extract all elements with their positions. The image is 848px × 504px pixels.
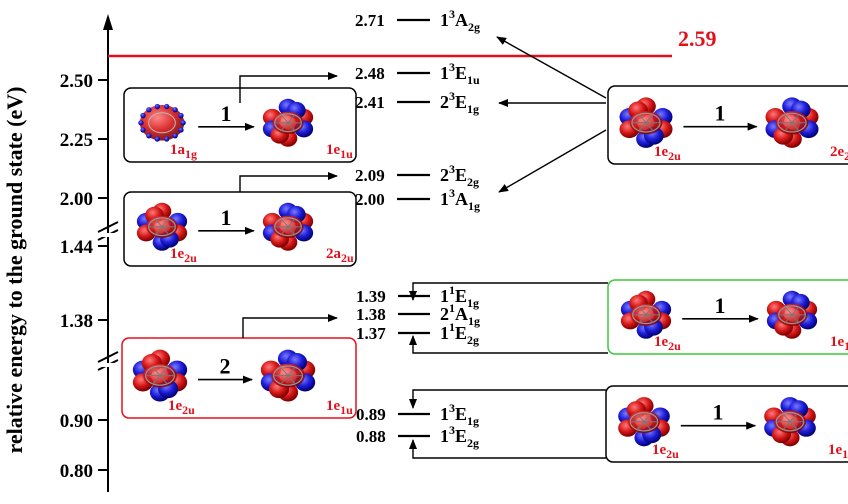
arrow-box5-to-0-88	[409, 439, 606, 459]
energy-level-term: 13E2g	[440, 423, 479, 450]
energy-level-value: 2.48	[355, 64, 385, 83]
y-tick-label: 1.44	[60, 237, 94, 258]
energy-level: 2.41 23E1g	[355, 89, 479, 116]
energy-level-value: 0.88	[356, 427, 386, 446]
arrow-box5-to-0-89	[409, 389, 606, 409]
transition-count: 1	[221, 205, 232, 230]
energy-level-term: 23E1g	[440, 89, 479, 116]
orbital-from-label: 1e2u	[168, 398, 195, 417]
energy-level-value: 2.09	[355, 166, 385, 185]
transition-box: 1 1e2u 2e2u	[607, 85, 848, 165]
y-axis-label: relative energy to the ground state (eV)	[2, 87, 27, 454]
y-tick-label: 0.80	[60, 461, 93, 482]
orbital-to-label: 1e1u	[828, 442, 848, 461]
energy-level-value: 0.89	[356, 405, 386, 424]
transition-count: 2	[220, 354, 231, 379]
orbital-image	[132, 349, 188, 402]
orbital-image	[138, 103, 186, 142]
energy-level-term: 11E1g	[440, 283, 479, 310]
y-tick-label: 2.50	[60, 71, 93, 92]
transition-count: 1	[715, 101, 726, 126]
transition-box: 1 1e2u 1e1u	[607, 279, 848, 355]
arrow-box3-to-2-00	[498, 129, 607, 193]
energy-level: 2.00 13A1g	[355, 186, 480, 213]
orbital-image	[764, 397, 816, 447]
energy-level-term: 13E1u	[440, 60, 480, 87]
transition-box: 1 1e2u 2a2u	[123, 191, 357, 267]
orbital-image	[136, 202, 188, 251]
energy-level: 0.89 13E1g	[356, 401, 479, 428]
y-axis-ticks: 2.50 2.25 2.00 1.44 1.38 0.90 0.80	[60, 71, 108, 482]
energy-level: 1.38 21A1g	[356, 301, 480, 328]
energy-level-term: 11E2g	[440, 320, 479, 347]
orbital-from-label: 1e2u	[652, 442, 679, 461]
y-axis	[97, 14, 119, 492]
arrow-box0-to-2-48	[239, 72, 338, 103]
arrow-box2-to-1-38	[242, 314, 338, 338]
transition-count: 1	[715, 293, 726, 318]
reference-line-label: 2.59	[678, 26, 717, 51]
energy-level: 1.37 11E2g	[356, 320, 479, 347]
transition-count: 1	[221, 101, 232, 126]
y-tick-label: 2.00	[60, 189, 93, 210]
orbital-to-label: 1e1u	[326, 142, 353, 161]
energy-level-term: 21A1g	[440, 301, 480, 328]
energy-level-value: 2.00	[355, 190, 385, 209]
orbital-image	[260, 349, 316, 402]
orbital-to-label: 2a2u	[326, 246, 354, 265]
energy-level-value: 1.37	[356, 324, 386, 343]
orbital-to-label: 1e1u	[326, 398, 353, 417]
arrow-box1-to-2-09	[239, 172, 338, 192]
energy-level: 2.48 13E1u	[355, 60, 480, 87]
energy-level: 0.88 13E2g	[356, 423, 479, 450]
orbital-image	[618, 397, 670, 447]
y-tick-label: 2.25	[60, 130, 93, 151]
energy-level-value: 2.71	[355, 11, 385, 30]
orbital-from-label: 1a1g	[170, 142, 197, 161]
orbital-image	[620, 290, 672, 339]
orbital-image	[619, 97, 673, 148]
y-tick-label: 0.90	[60, 411, 93, 432]
arrow-box3-to-2-71	[496, 36, 607, 99]
connector-arrows	[239, 36, 608, 459]
reference-line: 2.59	[108, 26, 717, 58]
orbital-to-label: 2e2u	[830, 144, 848, 163]
orbital-to-label: 1e1u	[830, 334, 848, 353]
energy-level-value: 2.41	[355, 93, 385, 112]
y-tick-label: 1.38	[60, 311, 93, 332]
transition-box: 1 1e2u 1e1u	[605, 385, 848, 463]
orbital-from-label: 1e2u	[654, 144, 681, 163]
orbital-from-label: 1e2u	[170, 246, 197, 265]
energy-level: 2.71 13A2g	[355, 7, 480, 34]
arrow-box4-to-1-37	[409, 335, 608, 354]
energy-level-term: 13A2g	[440, 7, 480, 34]
transition-boxes: 1 1a1g 1e1u 1 1e2u 2a2u 2 1e2u 1e1u 1 1e2u 2e2u 1 1e2…	[121, 85, 848, 463]
transition-box: 2 1e2u 1e1u	[121, 337, 357, 419]
orbital-image	[765, 97, 819, 148]
energy-level-term: 13A1g	[440, 186, 480, 213]
transition-box: 1 1a1g 1e1u	[123, 87, 357, 163]
orbital-image	[262, 98, 314, 147]
orbital-image	[262, 202, 314, 251]
energy-level: 2.09 23E2g	[355, 162, 479, 189]
energy-level-value: 1.39	[356, 287, 386, 306]
orbital-from-label: 1e2u	[654, 334, 681, 353]
energy-level-value: 1.38	[356, 305, 386, 324]
arrow-box4-to-1-39	[409, 282, 608, 301]
transition-count: 1	[713, 400, 724, 425]
energy-level-term: 13E1g	[440, 401, 479, 428]
energy-level-term: 23E2g	[440, 162, 479, 189]
orbital-image	[766, 290, 818, 339]
